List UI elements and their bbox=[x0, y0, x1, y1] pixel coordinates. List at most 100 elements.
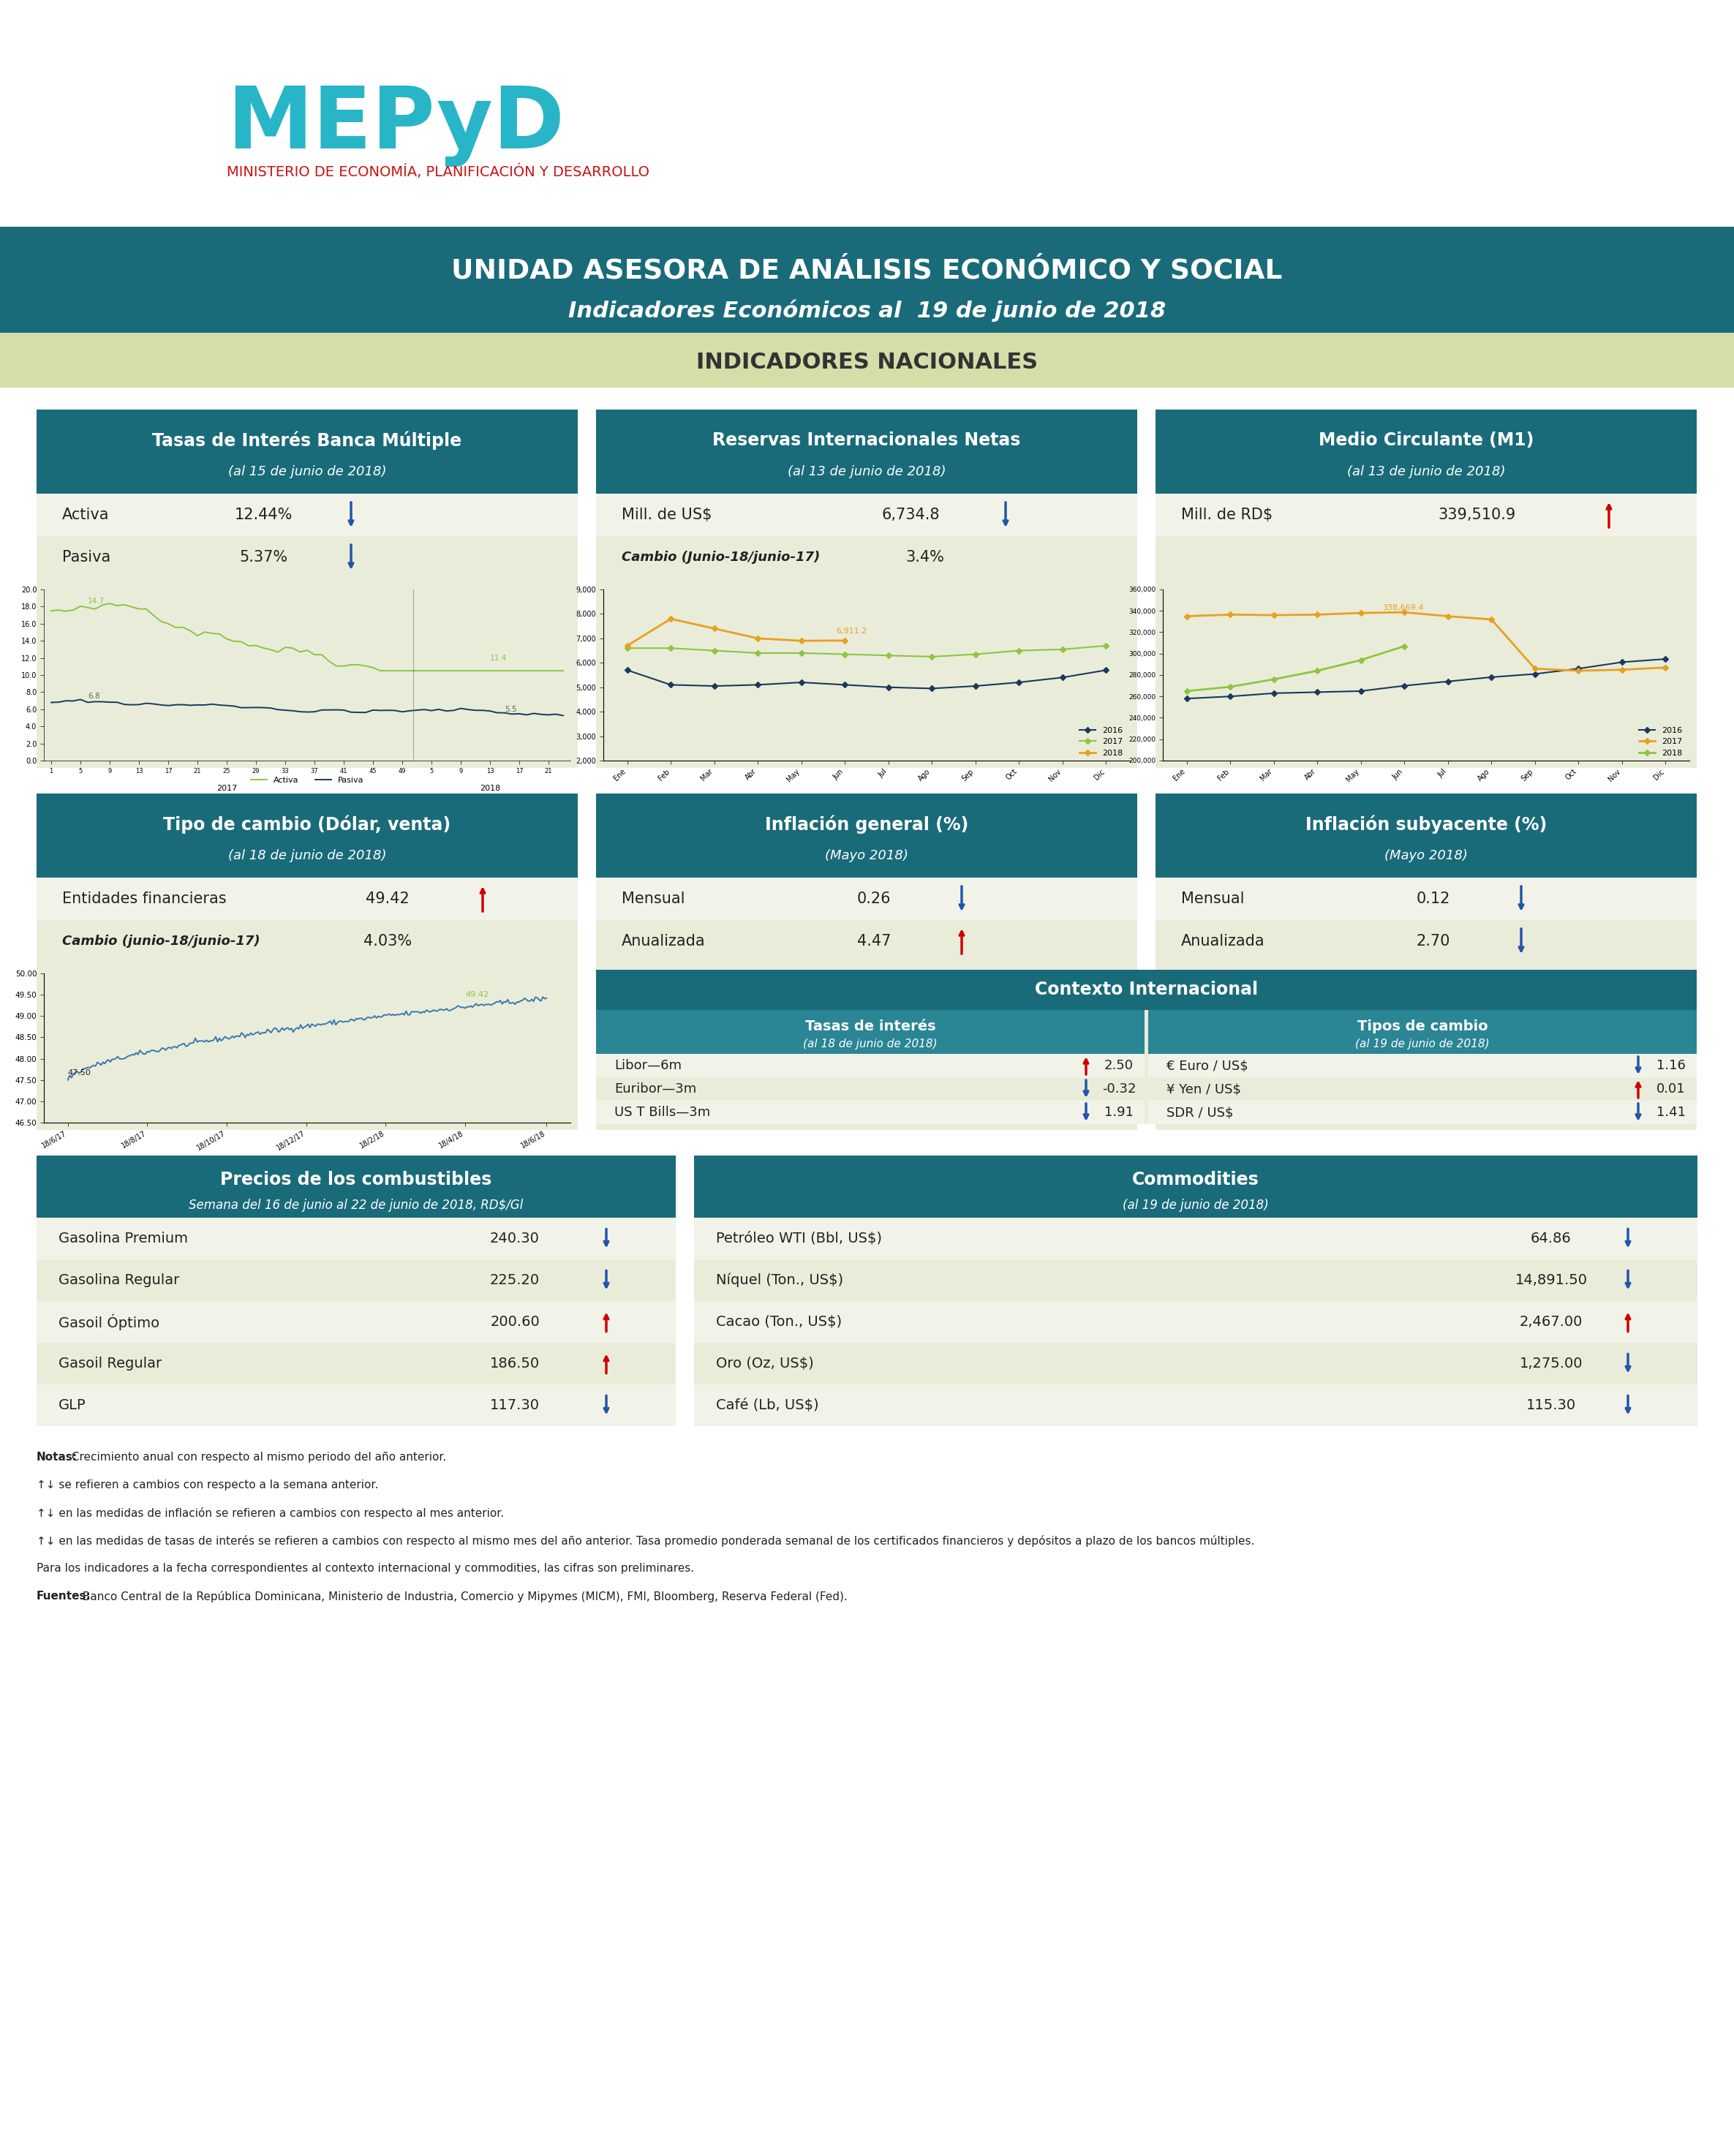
Text: 3.4%: 3.4% bbox=[905, 550, 945, 565]
Text: Gasolina Premium: Gasolina Premium bbox=[59, 1231, 187, 1246]
Text: Para los indicadores a la fecha correspondientes al contexto internacional y com: Para los indicadores a la fecha correspo… bbox=[36, 1563, 694, 1574]
Text: Oro (Oz, US$): Oro (Oz, US$) bbox=[716, 1356, 813, 1371]
Text: 240.30: 240.30 bbox=[491, 1231, 539, 1246]
Text: Medio Circulante (M1): Medio Circulante (M1) bbox=[1318, 431, 1535, 448]
Text: Notas:: Notas: bbox=[36, 1451, 78, 1462]
Text: (Mayo 2018): (Mayo 2018) bbox=[1384, 849, 1467, 862]
Legend: Activa, Pasiva: Activa, Pasiva bbox=[248, 774, 368, 787]
Text: Café (Lb, US$): Café (Lb, US$) bbox=[716, 1399, 818, 1412]
Text: 338,669.4: 338,669.4 bbox=[1382, 604, 1424, 612]
Text: Gasolina Regular: Gasolina Regular bbox=[59, 1274, 179, 1287]
Text: Cambio (Junio-18/junio-17): Cambio (Junio-18/junio-17) bbox=[621, 550, 820, 565]
Bar bbox=[596, 877, 1138, 921]
Text: 6.8: 6.8 bbox=[88, 692, 101, 699]
Text: 14.7: 14.7 bbox=[88, 597, 104, 606]
Text: Tipos de cambio: Tipos de cambio bbox=[1358, 1020, 1488, 1033]
Text: Mensual: Mensual bbox=[1181, 893, 1245, 906]
Text: 2.70: 2.70 bbox=[1417, 934, 1450, 949]
Bar bbox=[596, 793, 1138, 877]
Text: 200.60: 200.60 bbox=[491, 1315, 539, 1328]
Bar bbox=[1148, 1078, 1696, 1102]
Text: (al 13 de junio de 2018): (al 13 de junio de 2018) bbox=[787, 466, 945, 479]
Text: US T Bills—3m: US T Bills—3m bbox=[614, 1106, 711, 1119]
Text: 117.30: 117.30 bbox=[491, 1399, 539, 1412]
Text: 5.37%: 5.37% bbox=[239, 550, 288, 565]
Text: 2.50: 2.50 bbox=[1105, 1059, 1134, 1072]
Text: 339,510.9: 339,510.9 bbox=[1439, 507, 1516, 522]
Bar bbox=[596, 970, 1696, 1009]
Text: 1.16: 1.16 bbox=[1656, 1059, 1685, 1072]
Text: 64.86: 64.86 bbox=[1531, 1231, 1571, 1246]
Bar bbox=[1155, 494, 1696, 537]
Legend: 2016, 2017, 2018: 2016, 2017, 2018 bbox=[1635, 724, 1685, 759]
Text: Pasiva: Pasiva bbox=[62, 550, 111, 565]
Bar bbox=[596, 494, 1138, 537]
Text: (al 15 de junio de 2018): (al 15 de junio de 2018) bbox=[227, 466, 387, 479]
Text: Gasoil Regular: Gasoil Regular bbox=[59, 1356, 161, 1371]
Text: Petróleo WTI (Bbl, US$): Petróleo WTI (Bbl, US$) bbox=[716, 1231, 883, 1246]
Bar bbox=[36, 877, 577, 921]
Bar bbox=[1148, 1102, 1696, 1123]
Text: Tipo de cambio (Dólar, venta): Tipo de cambio (Dólar, venta) bbox=[163, 815, 451, 834]
Text: (Mayo 2018): (Mayo 2018) bbox=[825, 849, 909, 862]
Text: ↑↓ se refieren a cambios con respecto a la semana anterior.: ↑↓ se refieren a cambios con respecto a … bbox=[36, 1479, 378, 1490]
Bar bbox=[36, 537, 577, 578]
Bar bbox=[0, 226, 1734, 332]
Text: Reservas Internacionales Netas: Reservas Internacionales Netas bbox=[713, 431, 1021, 448]
Text: 186.50: 186.50 bbox=[491, 1356, 539, 1371]
Bar bbox=[1148, 1054, 1696, 1078]
Legend: 2016, 2017, 2018: 2016, 2017, 2018 bbox=[1075, 724, 1125, 759]
Text: (al 18 de junio de 2018): (al 18 de junio de 2018) bbox=[227, 849, 387, 862]
Bar bbox=[36, 921, 577, 962]
Bar bbox=[36, 793, 577, 877]
Bar bbox=[694, 1300, 1698, 1343]
Bar bbox=[36, 1156, 676, 1425]
Text: Níquel (Ton., US$): Níquel (Ton., US$) bbox=[716, 1272, 843, 1287]
Text: -0.32: -0.32 bbox=[1101, 1082, 1136, 1095]
Bar bbox=[1155, 921, 1696, 962]
Text: Tasas de Interés Banca Múltiple: Tasas de Interés Banca Múltiple bbox=[153, 431, 461, 451]
Text: 4.47: 4.47 bbox=[857, 934, 891, 949]
Text: Commodities: Commodities bbox=[1132, 1171, 1259, 1188]
Text: INDICADORES NACIONALES: INDICADORES NACIONALES bbox=[695, 351, 1039, 373]
Text: Entidades financieras: Entidades financieras bbox=[62, 893, 227, 906]
Text: Banco Central de la República Dominicana, Ministerio de Industria, Comercio y Mi: Banco Central de la República Dominicana… bbox=[78, 1591, 848, 1602]
Bar bbox=[694, 1218, 1698, 1259]
Bar bbox=[596, 970, 1696, 1123]
Bar bbox=[1155, 410, 1696, 494]
Text: GLP: GLP bbox=[59, 1399, 87, 1412]
Bar bbox=[36, 494, 577, 537]
Text: 49.42: 49.42 bbox=[366, 893, 409, 906]
Bar bbox=[694, 1156, 1698, 1425]
Bar bbox=[36, 1343, 676, 1384]
Text: € Euro / US$: € Euro / US$ bbox=[1167, 1059, 1248, 1072]
Text: MINISTERIO DE ECONOMÍA, PLANIFICACIÓN Y DESARROLLO: MINISTERIO DE ECONOMÍA, PLANIFICACIÓN Y … bbox=[227, 164, 650, 179]
Text: 225.20: 225.20 bbox=[491, 1274, 539, 1287]
Text: 0.12: 0.12 bbox=[1417, 893, 1450, 906]
Bar bbox=[36, 1156, 676, 1218]
Bar bbox=[36, 1384, 676, 1425]
Text: 12.44%: 12.44% bbox=[234, 507, 293, 522]
Text: ¥ Yen / US$: ¥ Yen / US$ bbox=[1167, 1082, 1242, 1095]
Text: 47.50: 47.50 bbox=[68, 1069, 92, 1076]
Bar bbox=[694, 1156, 1698, 1218]
Text: 11.4: 11.4 bbox=[491, 655, 506, 662]
Bar bbox=[596, 793, 1138, 1130]
Bar bbox=[596, 1078, 1144, 1102]
Text: (al 18 de junio de 2018): (al 18 de junio de 2018) bbox=[803, 1039, 938, 1050]
Text: Mill. de RD$: Mill. de RD$ bbox=[1181, 507, 1273, 522]
Bar bbox=[694, 1384, 1698, 1425]
Bar bbox=[1155, 410, 1696, 768]
Text: Fuentes:: Fuentes: bbox=[36, 1591, 92, 1602]
Bar bbox=[0, 332, 1734, 388]
Text: 2017: 2017 bbox=[217, 785, 238, 791]
Text: Inflación general (%): Inflación general (%) bbox=[765, 815, 968, 834]
Bar bbox=[1155, 793, 1696, 1130]
Bar bbox=[36, 410, 577, 768]
Text: 14,891.50: 14,891.50 bbox=[1516, 1274, 1587, 1287]
Bar bbox=[36, 1218, 676, 1259]
Text: UNIDAD ASESORA DE ANÁLISIS ECONÓMICO Y SOCIAL: UNIDAD ASESORA DE ANÁLISIS ECONÓMICO Y S… bbox=[451, 257, 1283, 285]
Text: 4.03%: 4.03% bbox=[364, 934, 411, 949]
Text: Anualizada: Anualizada bbox=[621, 934, 706, 949]
Text: 0.26: 0.26 bbox=[857, 893, 891, 906]
